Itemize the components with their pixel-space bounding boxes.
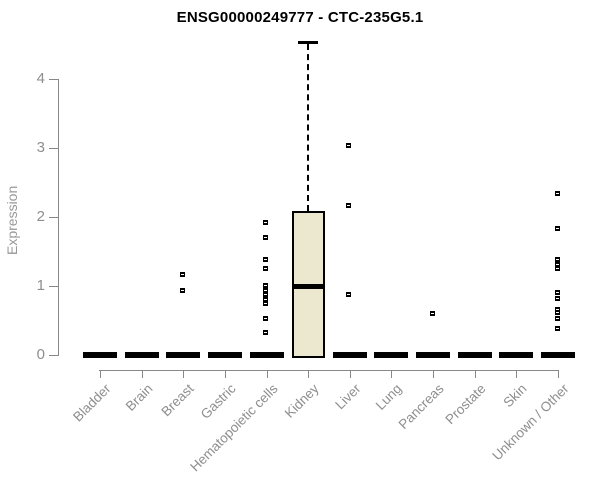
outlier-point	[263, 282, 269, 288]
chart-title: ENSG00000249777 - CTC-235G5.1	[176, 9, 424, 26]
outlier-point	[554, 289, 560, 295]
outlier-point	[346, 203, 352, 209]
y-tick-label: 2	[36, 208, 45, 225]
x-tick-label: Lung	[373, 381, 406, 413]
x-axis-tick	[183, 370, 185, 378]
zero-expression-bar	[124, 352, 159, 358]
x-axis-tick	[474, 370, 476, 378]
x-tick-label: Bladder	[70, 381, 114, 425]
outlier-point	[554, 306, 560, 312]
x-axis-tick	[308, 370, 310, 378]
zero-expression-bar	[541, 352, 576, 358]
y-axis-line	[58, 79, 59, 356]
outlier-point	[554, 325, 560, 331]
x-axis-line	[99, 370, 560, 371]
outlier-point	[554, 191, 560, 197]
x-axis-tick	[349, 370, 351, 378]
outlier-point	[263, 300, 269, 306]
outlier-point	[554, 225, 560, 231]
outlier-point	[263, 257, 269, 263]
outlier-point	[179, 272, 185, 278]
outlier-point	[554, 295, 560, 301]
y-tick-label: 4	[36, 70, 45, 87]
y-axis-tick	[49, 79, 58, 80]
zero-expression-bar	[499, 352, 534, 358]
upper-whisker	[307, 43, 310, 212]
x-tick-label: Liver	[332, 381, 364, 413]
outlier-point	[263, 234, 269, 240]
outlier-point	[263, 297, 269, 303]
x-axis-tick	[100, 370, 101, 378]
y-axis-tick	[49, 148, 58, 149]
outlier-point	[346, 292, 352, 298]
zero-expression-bar	[374, 352, 409, 358]
x-axis-tick	[266, 370, 268, 378]
x-axis-tick	[224, 370, 226, 378]
x-axis-tick	[433, 370, 435, 378]
zero-expression-bar	[207, 352, 242, 358]
x-axis-tick	[516, 370, 518, 378]
x-tick-label: Breast	[158, 381, 197, 420]
outlier-point	[429, 311, 435, 317]
zero-expression-bar	[83, 352, 117, 358]
outlier-point	[263, 265, 269, 271]
zero-expression-bar	[416, 352, 451, 358]
outlier-point	[554, 262, 560, 268]
x-axis-tick	[391, 370, 393, 378]
x-tick-label: Kidney	[281, 381, 322, 421]
y-axis-tick	[49, 286, 58, 287]
x-tick-label: Skin	[500, 381, 530, 411]
y-axis-tick	[49, 217, 58, 218]
zero-expression-bar	[249, 352, 284, 358]
outlier-point	[346, 143, 352, 149]
y-tick-label: 1	[36, 277, 45, 294]
outlier-point	[554, 257, 560, 263]
outlier-point	[554, 310, 560, 316]
outlier-point	[263, 315, 269, 321]
x-tick-label: Gastric	[197, 381, 239, 422]
outlier-point	[263, 220, 269, 226]
y-tick-label: 3	[36, 139, 45, 156]
median-line	[291, 284, 325, 289]
whisker-cap	[298, 40, 319, 44]
outlier-point	[263, 287, 269, 293]
x-tick-label: Prostate	[442, 381, 489, 428]
outlier-point	[263, 292, 269, 298]
y-tick-label: 0	[36, 346, 45, 363]
outlier-point	[263, 330, 269, 336]
outlier-point	[554, 315, 560, 321]
zero-expression-bar	[457, 352, 492, 358]
zero-expression-bar	[332, 352, 367, 358]
y-axis-tick	[49, 355, 58, 356]
outlier-point	[554, 266, 560, 272]
x-axis-tick	[558, 370, 560, 378]
x-tick-label: Brain	[122, 381, 156, 414]
x-tick-label: Pancreas	[395, 381, 447, 432]
zero-expression-bar	[166, 352, 201, 358]
x-tick-label: Unknown / Other	[489, 381, 572, 464]
x-axis-tick	[141, 370, 143, 378]
outlier-point	[179, 287, 185, 293]
